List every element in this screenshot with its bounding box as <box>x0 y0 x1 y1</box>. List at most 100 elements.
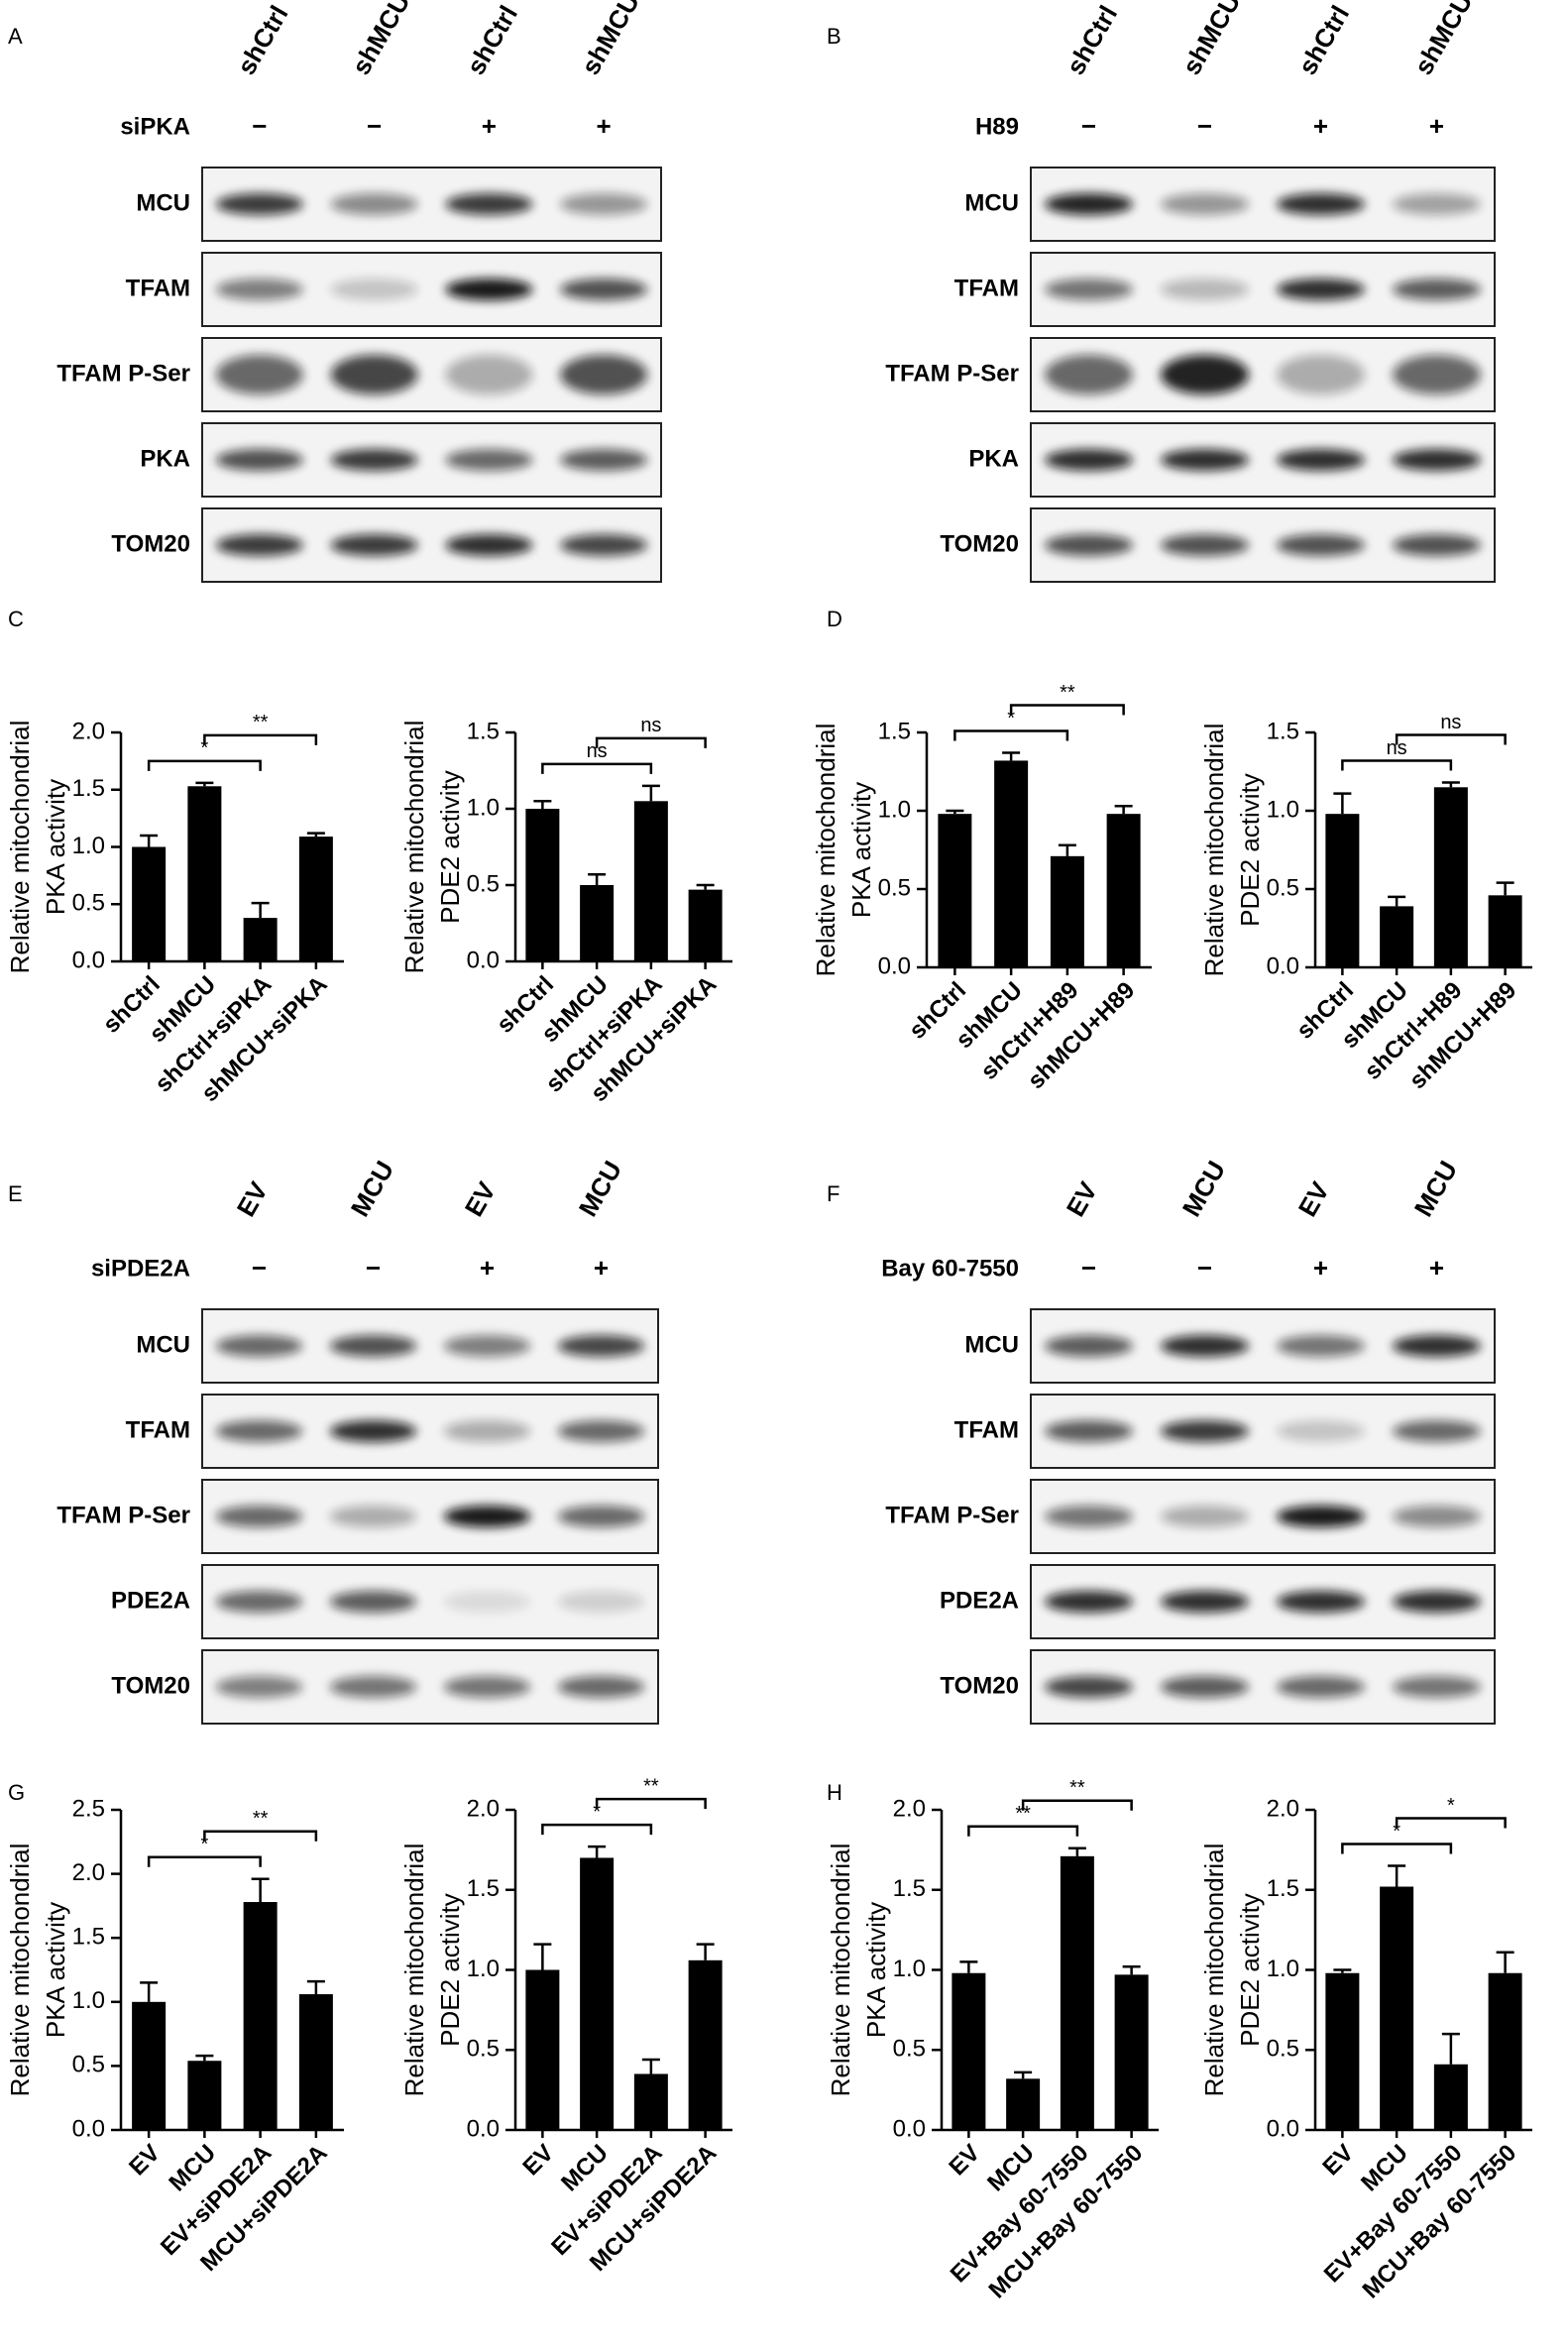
band <box>330 193 418 215</box>
y-tick-label: 2.0 <box>893 1795 926 1822</box>
band <box>215 1335 303 1357</box>
significance-label: ** <box>1015 1803 1031 1825</box>
lane-label: EV <box>1061 1176 1104 1222</box>
band <box>557 1335 645 1357</box>
band <box>1045 355 1133 394</box>
lane-label: EV <box>1292 1176 1336 1222</box>
band <box>557 1676 645 1698</box>
panel-label: E <box>8 1181 23 1206</box>
band <box>445 355 533 394</box>
significance-bracket <box>1395 733 1507 745</box>
y-axis-label: PKA activity <box>41 779 70 915</box>
band <box>329 1335 417 1357</box>
x-tick-label: EV <box>1317 2140 1359 2181</box>
y-axis-label: Relative mitochondrial <box>399 721 429 974</box>
row-label: TOM20 <box>111 1672 190 1699</box>
significance-bracket <box>953 729 1069 741</box>
row-label: TFAM P-Ser <box>885 1502 1019 1528</box>
y-tick-label: 0.5 <box>1267 874 1299 901</box>
y-axis-label: Relative mitochondrial <box>811 724 840 977</box>
band <box>1045 1506 1133 1527</box>
y-tick-label: 0.5 <box>72 890 105 917</box>
band <box>1277 1676 1365 1698</box>
band <box>445 193 533 215</box>
y-tick-label: 1.5 <box>72 1924 105 1951</box>
significance-bracket <box>541 1823 653 1836</box>
bar <box>187 786 222 961</box>
panel-label: F <box>827 1181 840 1206</box>
bar <box>525 1969 560 2130</box>
significance-bracket <box>1395 1817 1507 1829</box>
row-label: TFAM P-Ser <box>885 360 1019 387</box>
band <box>445 449 533 471</box>
bar <box>952 1972 986 2130</box>
band <box>445 534 533 556</box>
treatment-sign: − <box>252 111 267 141</box>
treatment-sign: + <box>594 1253 609 1283</box>
band <box>330 449 418 471</box>
y-axis-label: PDE2 activity <box>1235 773 1265 927</box>
y-axis-label: Relative mitochondrial <box>5 1844 35 2097</box>
significance-label: * <box>1393 1821 1400 1843</box>
band <box>1277 1591 1365 1613</box>
significance-label: ns <box>587 740 608 762</box>
band <box>330 355 418 394</box>
panel-label: G <box>8 1780 25 1805</box>
band <box>1393 1591 1481 1613</box>
lane-label: shMCU <box>346 0 416 79</box>
lane-label: shMCU <box>1176 0 1247 79</box>
treatment-sign: − <box>1081 1253 1096 1283</box>
y-tick-label: 0.0 <box>878 952 911 979</box>
band <box>329 1506 417 1527</box>
row-label: TFAM <box>954 275 1019 301</box>
bar <box>243 1902 278 2130</box>
significance-bracket <box>595 736 707 748</box>
bar <box>132 846 167 961</box>
significance-bracket <box>595 1797 707 1810</box>
y-tick-label: 1.0 <box>893 1956 926 1982</box>
band <box>1161 1676 1249 1698</box>
lane-label: shCtrl <box>1061 0 1124 79</box>
significance-label: ** <box>253 1808 269 1830</box>
y-tick-label: 1.0 <box>1267 796 1299 823</box>
y-tick-label: 2.0 <box>72 718 105 744</box>
bar <box>1006 2078 1041 2130</box>
row-label: PDE2A <box>940 1587 1019 1614</box>
y-tick-label: 1.5 <box>1267 718 1299 744</box>
row-label: TFAM <box>126 1416 190 1443</box>
panel-label: H <box>827 1780 842 1805</box>
band <box>443 1420 531 1442</box>
band <box>215 279 303 300</box>
band <box>1393 193 1481 215</box>
band <box>1045 1335 1133 1357</box>
significance-label: * <box>593 1801 601 1823</box>
row-label: MCU <box>136 189 190 216</box>
band <box>1161 1591 1249 1613</box>
lane-label: MCU <box>1408 1156 1464 1221</box>
y-tick-label: 0.5 <box>893 2036 926 2063</box>
y-tick-label: 1.0 <box>467 1956 500 1982</box>
treatment-sign: + <box>482 111 497 141</box>
y-axis-label: Relative mitochondrial <box>399 1844 429 2097</box>
y-tick-label: 0.0 <box>1267 2115 1299 2142</box>
y-tick-label: 0.0 <box>72 947 105 973</box>
bar <box>1106 814 1141 967</box>
band <box>1277 355 1365 394</box>
row-label: TFAM P-Ser <box>56 1502 190 1528</box>
bar <box>187 2061 222 2130</box>
x-tick-label: EV <box>944 2140 985 2181</box>
y-tick-label: 1.5 <box>467 718 500 744</box>
y-tick-label: 1.0 <box>467 794 500 821</box>
band <box>1045 534 1133 556</box>
band <box>1277 449 1365 471</box>
band <box>1393 1335 1481 1357</box>
band <box>215 1506 303 1527</box>
y-tick-label: 0.0 <box>1267 952 1299 979</box>
bar <box>1488 1972 1522 2130</box>
treatment-sign: + <box>1429 111 1444 141</box>
band <box>330 534 418 556</box>
bar <box>132 2001 167 2130</box>
significance-label: ns <box>1387 737 1407 759</box>
band <box>215 355 303 394</box>
